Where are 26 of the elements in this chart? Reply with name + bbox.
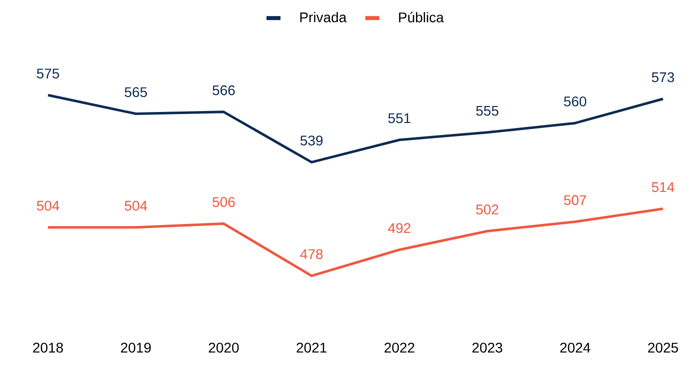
- data-label: 502: [476, 204, 498, 214]
- x-tick-label: 2022: [384, 342, 414, 353]
- x-tick-label: 2024: [560, 342, 590, 353]
- x-tick-label: 2020: [208, 342, 239, 353]
- data-label: 566: [212, 85, 235, 96]
- data-label: 492: [388, 223, 410, 234]
- x-tick-label: 2021: [296, 342, 326, 353]
- data-label: 514: [652, 182, 674, 192]
- data-label: 504: [124, 200, 148, 211]
- x-tick-label: 2019: [121, 342, 151, 353]
- legend-label: Privada: [300, 12, 347, 22]
- x-tick-label: 2023: [472, 342, 502, 353]
- data-label: 551: [388, 113, 410, 124]
- x-tick-label: 2025: [648, 342, 678, 353]
- data-label: 539: [300, 136, 323, 146]
- data-label: 478: [300, 249, 323, 260]
- data-label: 560: [564, 96, 586, 106]
- data-label: 575: [36, 68, 60, 78]
- data-label: 573: [652, 72, 674, 82]
- x-tick-label: 2018: [33, 342, 63, 353]
- data-label: 507: [564, 195, 586, 206]
- data-label: 565: [124, 87, 147, 98]
- data-label: 504: [36, 200, 60, 211]
- data-label: 506: [212, 197, 235, 207]
- data-label: 555: [476, 106, 498, 116]
- legend-label: Pública: [399, 12, 444, 22]
